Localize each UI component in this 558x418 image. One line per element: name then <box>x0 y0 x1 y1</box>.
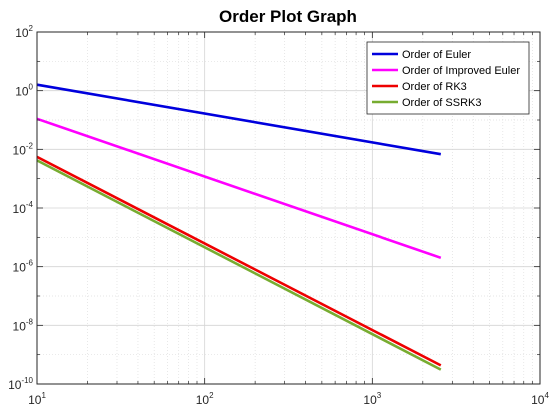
x-tick-base: 10 <box>363 393 377 407</box>
series-line-2 <box>36 117 442 260</box>
chart-title: Order Plot Graph <box>219 7 357 26</box>
y-tick-label: 102 <box>15 24 33 40</box>
y-tick-exponent: -10 <box>21 376 33 385</box>
y-tick-exponent: 0 <box>29 83 34 92</box>
y-tick-label: 10-4 <box>13 200 34 216</box>
series-group <box>36 83 442 371</box>
y-tick-base: 10 <box>13 202 27 216</box>
y-tick-exponent: 2 <box>29 24 34 33</box>
series-line-1 <box>36 83 442 156</box>
x-tick-label: 101 <box>28 391 46 407</box>
x-tick-base: 10 <box>28 393 42 407</box>
y-tick-label: 100 <box>15 83 33 99</box>
y-tick-label: 10-8 <box>13 317 34 333</box>
x-tick-exponent: 3 <box>377 391 382 400</box>
x-tick-exponent: 4 <box>544 391 549 400</box>
x-tick-exponent: 1 <box>41 391 46 400</box>
axis-ticks <box>36 31 541 385</box>
y-tick-exponent: -4 <box>26 200 34 209</box>
x-tick-label: 102 <box>196 391 214 407</box>
series-line-3 <box>36 155 442 367</box>
x-tick-base: 10 <box>531 393 545 407</box>
legend-label-4: Order of SSRK3 <box>402 97 481 109</box>
legend: Order of Euler Order of Improved Euler Ord… <box>366 41 530 115</box>
y-tick-base: 10 <box>15 26 29 40</box>
y-tick-base: 10 <box>15 85 29 99</box>
x-tick-base: 10 <box>196 393 210 407</box>
x-tick-exponent: 2 <box>209 391 214 400</box>
y-tick-label: 10-10 <box>8 376 33 392</box>
y-tick-exponent: -2 <box>26 141 34 150</box>
x-tick-label: 104 <box>531 391 549 407</box>
y-tick-label: 10-2 <box>13 141 34 157</box>
y-tick-base: 10 <box>13 261 27 275</box>
y-tick-base: 10 <box>13 319 27 333</box>
y-tick-exponent: -8 <box>26 317 34 326</box>
y-tick-label: 10-6 <box>13 259 34 275</box>
legend-label-1: Order of Euler <box>402 49 471 61</box>
x-tick-label: 103 <box>363 391 381 407</box>
y-tick-exponent: -6 <box>26 259 34 268</box>
legend-label-2: Order of Improved Euler <box>402 65 520 77</box>
x-tick-labels: 101 102 103 104 <box>28 391 549 407</box>
y-tick-base: 10 <box>13 143 27 157</box>
legend-label-3: Order of RK3 <box>402 81 467 93</box>
y-tick-base: 10 <box>8 378 22 392</box>
series-line-4 <box>36 159 442 371</box>
